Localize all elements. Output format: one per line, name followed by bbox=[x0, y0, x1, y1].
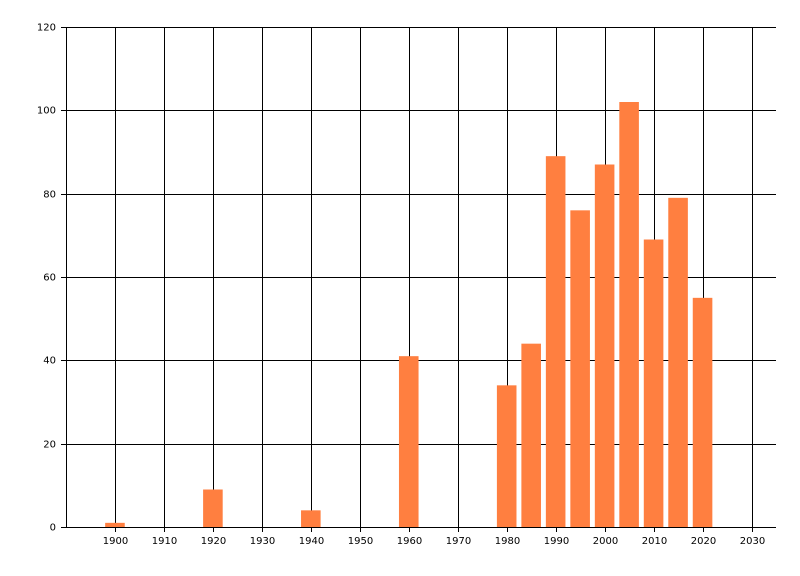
bar bbox=[692, 297, 713, 527]
y-tick-label: 100 bbox=[37, 106, 56, 117]
bar bbox=[545, 156, 566, 527]
x-tick-label: 1900 bbox=[103, 536, 128, 547]
y-tick-label: 80 bbox=[43, 190, 56, 201]
x-tick-label: 2020 bbox=[691, 536, 716, 547]
y-tick-label: 0 bbox=[50, 523, 56, 534]
y-tick-label: 60 bbox=[43, 273, 56, 284]
y-tick-label: 40 bbox=[43, 356, 56, 367]
bar bbox=[203, 489, 223, 527]
x-tick-label: 1980 bbox=[495, 536, 520, 547]
x-tick-label: 2000 bbox=[593, 536, 618, 547]
x-tick-label: 1960 bbox=[397, 536, 422, 547]
x-tick-label: 1970 bbox=[446, 536, 471, 547]
bar bbox=[668, 197, 688, 528]
bar bbox=[521, 343, 541, 527]
x-tick-label: 2030 bbox=[740, 536, 765, 547]
bar bbox=[570, 210, 590, 528]
bar bbox=[496, 385, 517, 527]
bar bbox=[619, 102, 639, 527]
bar bbox=[301, 510, 321, 527]
y-tick-label: 120 bbox=[37, 23, 56, 34]
x-tick-label: 1940 bbox=[299, 536, 324, 547]
x-tick-label: 1950 bbox=[348, 536, 373, 547]
x-tick-label: 1930 bbox=[250, 536, 275, 547]
x-tick-label: 1910 bbox=[152, 536, 177, 547]
bar bbox=[398, 356, 419, 527]
bar bbox=[594, 164, 615, 527]
x-tick-label: 2010 bbox=[642, 536, 667, 547]
y-tick-label: 20 bbox=[43, 440, 56, 451]
bar bbox=[105, 522, 125, 527]
bar bbox=[643, 239, 664, 527]
x-tick-label: 1920 bbox=[201, 536, 226, 547]
x-tick-label: 1990 bbox=[544, 536, 569, 547]
